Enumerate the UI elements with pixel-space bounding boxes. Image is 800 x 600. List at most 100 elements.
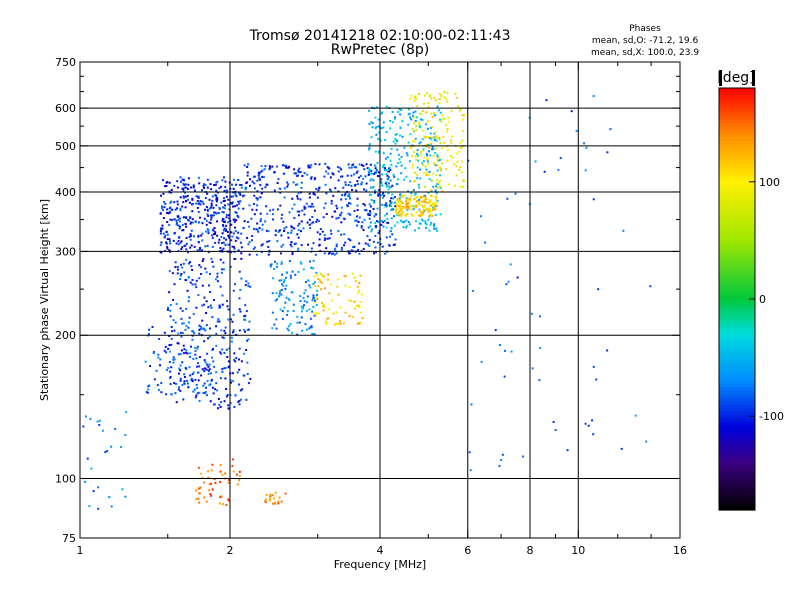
data-point (434, 152, 437, 155)
data-point (409, 145, 412, 148)
data-point (273, 171, 276, 174)
data-point (202, 185, 205, 188)
colorbar-segment (719, 218, 755, 223)
data-point (297, 270, 300, 273)
data-point (235, 211, 238, 214)
data-point (195, 306, 198, 309)
data-point (364, 204, 367, 207)
data-point (422, 211, 425, 214)
data-point (215, 344, 218, 347)
data-point (232, 232, 235, 235)
data-point (261, 223, 264, 226)
data-point (429, 223, 432, 226)
data-point (342, 186, 345, 189)
data-point (179, 377, 182, 380)
data-point (403, 214, 406, 217)
data-point (207, 365, 210, 368)
data-point (178, 386, 181, 389)
data-point (197, 379, 200, 382)
data-point (184, 244, 187, 247)
data-point (229, 318, 232, 321)
data-point (357, 220, 360, 223)
colorbar-segment (719, 495, 755, 501)
data-point (388, 204, 391, 207)
data-point (441, 147, 444, 150)
data-point (328, 251, 331, 254)
data-point (165, 242, 168, 245)
data-point (398, 201, 401, 204)
data-point (405, 197, 408, 200)
data-point (219, 496, 222, 499)
data-point (303, 213, 306, 216)
data-point (253, 187, 256, 190)
data-point (251, 235, 254, 238)
data-point (242, 195, 245, 198)
data-point (275, 318, 278, 321)
data-point (433, 223, 436, 226)
data-point (125, 411, 128, 414)
data-point (382, 221, 385, 224)
data-point (295, 183, 298, 186)
data-point (245, 398, 248, 401)
data-point (225, 348, 228, 351)
data-point (443, 96, 446, 99)
data-point (195, 286, 198, 289)
data-point (236, 214, 239, 217)
data-point (196, 365, 199, 368)
data-point (252, 247, 255, 250)
data-point (410, 94, 413, 97)
data-point (363, 218, 366, 221)
colorbar-segment (719, 467, 755, 472)
data-point (314, 301, 317, 304)
data-point (392, 208, 395, 211)
data-point (197, 211, 200, 214)
data-point (410, 192, 413, 195)
data-point (209, 372, 212, 375)
data-point (164, 185, 167, 188)
data-point (160, 227, 163, 230)
data-point (409, 180, 412, 183)
data-point (312, 267, 315, 270)
colorbar-segment (719, 211, 755, 216)
data-point (285, 296, 288, 299)
data-point (193, 189, 196, 192)
data-point (188, 366, 191, 369)
data-point (233, 358, 236, 361)
data-point (211, 356, 214, 359)
data-point (213, 299, 216, 302)
data-point (374, 246, 377, 249)
colorbar-segment (719, 320, 755, 325)
data-point (428, 178, 431, 181)
data-point (284, 492, 287, 495)
data-point (165, 393, 168, 396)
data-point (370, 136, 373, 139)
data-point (336, 322, 339, 325)
data-point (278, 279, 281, 282)
data-point (382, 225, 385, 228)
data-point (226, 230, 229, 233)
data-point (191, 202, 194, 205)
data-point (386, 221, 389, 224)
data-point (317, 277, 320, 280)
data-point (316, 231, 319, 234)
data-point (124, 434, 127, 437)
data-point (453, 163, 456, 166)
data-point (227, 203, 230, 206)
data-point (362, 164, 365, 167)
data-point (431, 208, 434, 211)
data-point (265, 229, 268, 232)
data-point (289, 274, 292, 277)
data-point (203, 340, 206, 343)
data-point (328, 237, 331, 240)
data-point (419, 177, 422, 180)
data-point (426, 120, 429, 123)
data-point (339, 322, 342, 325)
data-point (390, 197, 393, 200)
data-point (358, 322, 361, 325)
data-point (434, 204, 437, 207)
data-point (195, 195, 198, 198)
data-point (335, 217, 338, 220)
data-point (427, 162, 430, 165)
colorbar-segment (719, 239, 755, 244)
data-point (290, 245, 293, 248)
